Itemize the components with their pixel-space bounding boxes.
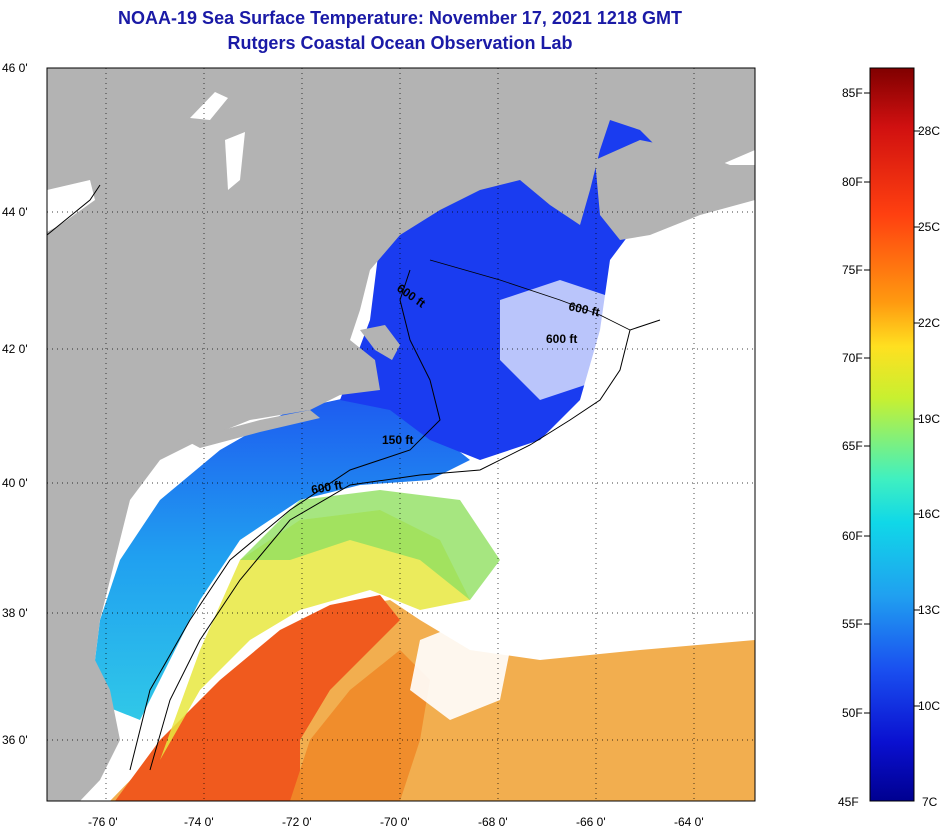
lake [190, 92, 228, 120]
scale-label-f: 45F [838, 795, 859, 809]
gulf-stream-edge [290, 650, 430, 801]
gulf-stream-core [115, 595, 400, 801]
lon-label: -68 0' [478, 815, 508, 829]
scale-label-c: 16C [918, 507, 940, 521]
lon-label: -64 0' [674, 815, 704, 829]
graticule [47, 68, 755, 801]
scale-label-f: 65F [842, 439, 863, 453]
map-frame [46, 67, 756, 802]
scale-label-f: 50F [842, 706, 863, 720]
lon-label: -74 0' [184, 815, 214, 829]
scale-label-f: 60F [842, 529, 863, 543]
slope-water [240, 490, 500, 600]
contour-600ft [149, 319, 661, 771]
scale-label-f: 80F [842, 175, 863, 189]
cloud-patch [560, 540, 700, 610]
scale-label-f: 55F [842, 617, 863, 631]
lat-label: 46 0' [2, 61, 28, 75]
transition-water [160, 510, 470, 760]
map-subtitle: Rutgers Coastal Ocean Observation Lab [227, 33, 573, 53]
boundary-line [47, 184, 101, 236]
nova-scotia [595, 140, 755, 240]
scale-label-f: 75F [842, 263, 863, 277]
lon-label: -66 0' [576, 815, 606, 829]
depth-label: 600 ft [310, 478, 343, 497]
cape-cod [360, 325, 400, 360]
lat-label: 36 0' [2, 733, 28, 747]
scale-label-c: 13C [918, 603, 940, 617]
scale-label-c: 10C [918, 699, 940, 713]
shelf-water [90, 395, 470, 720]
depth-label: 600 ft [546, 332, 577, 346]
lon-label: -76 0' [88, 815, 118, 829]
lat-label: 42 0' [2, 342, 28, 356]
lat-label: 40 0' [2, 476, 28, 490]
long-island [185, 410, 320, 448]
cloud-patch [500, 280, 640, 400]
map-title: NOAA-19 Sea Surface Temperature: Novembe… [118, 8, 682, 28]
lat-label: 38 0' [2, 606, 28, 620]
scale-label-c: 19C [918, 412, 940, 426]
depth-label: 150 ft [382, 433, 413, 447]
scale-label-c: 25C [918, 220, 940, 234]
scale-label-f: 85F [842, 86, 863, 100]
depth-label: 600 ft [567, 299, 601, 319]
scale-label-c: 7C [922, 795, 938, 809]
color-scale-bar [869, 67, 915, 802]
lake [225, 132, 245, 190]
contour-gulf-maine [429, 259, 631, 331]
contour-150ft [129, 269, 441, 771]
lon-label: -70 0' [380, 815, 410, 829]
lat-label: 44 0' [2, 205, 28, 219]
cloud-patch [410, 620, 510, 720]
scale-label-c: 22C [918, 316, 940, 330]
lon-label: -72 0' [282, 815, 312, 829]
lake [47, 180, 95, 232]
scale-label-c: 28C [918, 124, 940, 138]
scale-label-f: 70F [842, 351, 863, 365]
land [47, 68, 755, 801]
scale-ticks [864, 92, 920, 714]
